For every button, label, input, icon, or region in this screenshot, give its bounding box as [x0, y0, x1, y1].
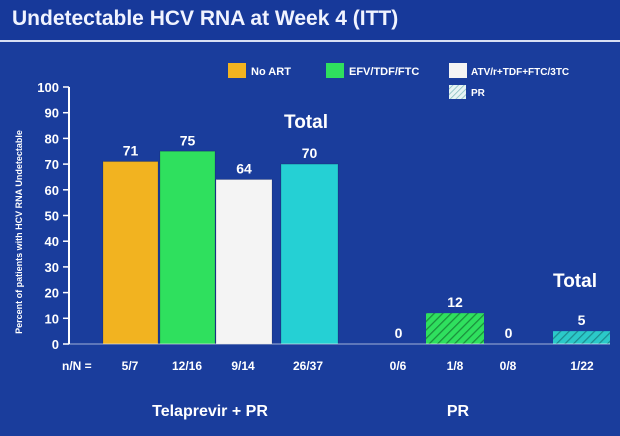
bar-value-label: 70	[302, 145, 318, 161]
legend-swatch-pr	[449, 85, 466, 99]
legend-label-atv: ATV/r+TDF+FTC/3TC	[471, 67, 569, 78]
legend-swatch-efv	[326, 63, 344, 78]
y-tick-label: 40	[45, 234, 59, 249]
total-label-group-2: Total	[553, 271, 597, 292]
legend-swatch-atv	[449, 63, 467, 78]
title-band: Undetectable HCV RNA at Week 4 (ITT)	[0, 0, 620, 42]
bar-1-4	[280, 163, 339, 345]
nn-label: 1/22	[570, 359, 594, 373]
bars-group	[102, 150, 610, 345]
y-tick-label: 80	[45, 131, 59, 146]
bar-value-label: 5	[578, 312, 586, 328]
y-axis-label: Percent of patients with HCV RNA Undetec…	[14, 130, 24, 334]
bar-2-2	[426, 313, 484, 344]
y-tick-label: 90	[45, 106, 59, 121]
group-label-telaprevir: Telaprevir + PR	[152, 403, 268, 420]
total-label-group-1: Total	[284, 112, 328, 133]
bar-chart: Percent of patients with HCV RNA Undetec…	[14, 63, 610, 420]
legend: No ART EFV/TDF/FTC ATV/r+TDF+FTC/3TC PR	[228, 63, 569, 99]
y-tick-label: 70	[45, 157, 59, 172]
nn-label: 0/8	[500, 359, 517, 373]
bar-1-1	[102, 161, 159, 345]
y-tick-label: 20	[45, 286, 59, 301]
y-tick-label: 60	[45, 183, 59, 198]
nn-label: 9/14	[231, 359, 255, 373]
bar-2-4	[553, 331, 610, 344]
bar-value-label: 64	[236, 161, 252, 177]
bar-1-2	[159, 150, 216, 345]
slide-title: Undetectable HCV RNA at Week 4 (ITT)	[12, 7, 399, 30]
nn-labels-group: 5/7 12/16 9/14 26/37 0/6 1/8 0/8 1/22	[122, 359, 594, 373]
y-tick-label: 0	[52, 337, 59, 352]
bar-value-label: 75	[180, 132, 196, 148]
y-tick-group: 0 10 20 30 40 50 60 70 80 90 100	[37, 80, 69, 352]
legend-label-efv: EFV/TDF/FTC	[349, 66, 419, 78]
y-tick-label: 10	[45, 311, 59, 326]
nn-label: 12/16	[172, 359, 202, 373]
bar-value-label: 0	[505, 325, 513, 341]
value-labels-group: 71 75 64 70 0 12 0 5	[123, 132, 586, 341]
nn-label: 0/6	[390, 359, 407, 373]
bar-value-label: 71	[123, 143, 139, 159]
y-tick-label: 100	[37, 80, 59, 95]
y-tick-label: 30	[45, 260, 59, 275]
legend-swatch-no-art	[228, 63, 246, 78]
bar-value-label: 12	[447, 294, 463, 310]
group-label-pr: PR	[447, 403, 470, 420]
bar-value-label: 0	[395, 325, 403, 341]
nn-label: 26/37	[293, 359, 323, 373]
bar-1-3	[215, 179, 273, 345]
nn-prefix-label: n/N =	[62, 359, 92, 373]
nn-label: 1/8	[447, 359, 464, 373]
legend-label-pr: PR	[471, 88, 486, 99]
legend-label-no-art: No ART	[251, 66, 291, 78]
nn-label: 5/7	[122, 359, 139, 373]
y-tick-label: 50	[45, 209, 59, 224]
